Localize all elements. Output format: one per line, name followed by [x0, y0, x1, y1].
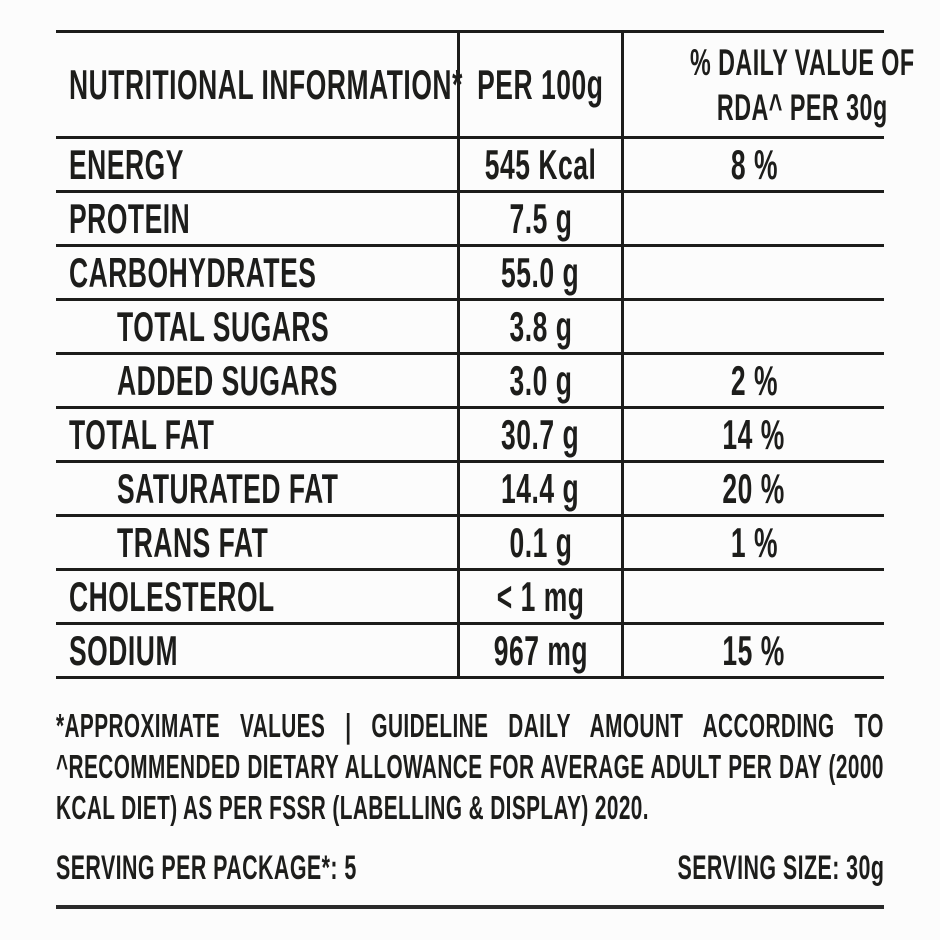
per-100g-cell: 545 Kcal [457, 139, 624, 190]
serving-size: SERVING SIZE: 30g [677, 848, 884, 887]
table-row-cholesterol: CHOLESTEROL < 1 mg [56, 571, 884, 625]
rda-value: 1 % [730, 518, 778, 566]
per-100g-cell: 3.8 g [457, 301, 624, 352]
footnote-line-3: KCAL DIET) AS PER FSSR (LABELLING & DISP… [56, 789, 649, 826]
table-header-row: NUTRITIONAL INFORMATION* PER 100g % DAIL… [56, 33, 914, 139]
per-100g-value: 30.7 g [501, 410, 580, 458]
nutrient-label-cell: ENERGY [56, 139, 457, 190]
nutrient-label-cell: TOTAL SUGARS [56, 301, 457, 352]
nutrient-label: TRANS FAT [117, 518, 269, 566]
per-100g-cell: 14.4 g [457, 463, 624, 514]
nutrient-label: ENERGY [69, 140, 184, 188]
rda-value: 8 % [730, 140, 778, 188]
rda-cell: 8 % [624, 139, 884, 190]
header-rda-line2: RDA^ PER 30g [716, 86, 888, 128]
nutrient-label-cell: SATURATED FAT [56, 463, 457, 514]
per-100g-cell: < 1 mg [457, 571, 624, 622]
nutrient-label: ADDED SUGARS [117, 356, 338, 404]
per-100g-value: 967 mg [493, 626, 588, 674]
rda-cell: 15 % [624, 625, 884, 676]
nutrient-label: SATURATED FAT [117, 464, 339, 512]
nutrient-label: CHOLESTEROL [69, 572, 275, 620]
footnote-line-1: *APPROXIMATE VALUES | GUIDELINE DAILY AM… [56, 707, 884, 744]
header-rda-line1: % DAILY VALUE OF [689, 41, 915, 83]
header-rda-label: % DAILY VALUE OF RDA^ PER 30g [690, 40, 915, 130]
rda-cell: 20 % [624, 463, 884, 514]
rda-cell [624, 301, 884, 352]
bottom-divider [56, 905, 884, 909]
per-100g-cell: 967 mg [457, 625, 624, 676]
rda-value: 20 % [722, 464, 786, 512]
table-row-protein: PROTEIN 7.5 g [56, 193, 884, 247]
rda-cell: 14 % [624, 409, 884, 460]
rda-cell [624, 247, 884, 298]
rda-value: 14 % [722, 410, 786, 458]
table-row-trans-fat: TRANS FAT 0.1 g 1 % [56, 517, 884, 571]
nutrient-label: PROTEIN [69, 194, 191, 242]
nutrient-label-cell: CARBOHYDRATES [56, 247, 457, 298]
footnote-line-2: ^RECOMMENDED DIETARY ALLOWANCE FOR AVERA… [56, 748, 884, 785]
serving-per-package: SERVING PER PACKAGE*: 5 [56, 848, 357, 887]
footnote: *APPROXIMATE VALUES | GUIDELINE DAILY AM… [56, 705, 884, 828]
per-100g-cell: 3.0 g [457, 355, 624, 406]
nutrient-label: TOTAL FAT [69, 410, 215, 458]
rda-value: 15 % [722, 626, 786, 674]
per-100g-value: 55.0 g [501, 248, 580, 296]
header-per-100g-label: PER 100g [477, 60, 604, 108]
table-row-sodium: SODIUM 967 mg 15 % [56, 625, 884, 679]
rda-cell: 1 % [624, 517, 884, 568]
per-100g-value: 545 Kcal [484, 140, 597, 188]
per-100g-cell: 0.1 g [457, 517, 624, 568]
per-100g-cell: 55.0 g [457, 247, 624, 298]
header-per-100g-cell: PER 100g [457, 33, 624, 136]
nutrient-label: CARBOHYDRATES [69, 248, 317, 296]
nutrient-label-cell: CHOLESTEROL [56, 571, 457, 622]
nutrient-label: TOTAL SUGARS [117, 302, 330, 350]
rda-cell: 2 % [624, 355, 884, 406]
nutrient-label: SODIUM [69, 626, 179, 674]
nutrient-label-cell: ADDED SUGARS [56, 355, 457, 406]
serving-info: SERVING PER PACKAGE*: 5 SERVING SIZE: 30… [56, 848, 884, 888]
nutrition-label: NUTRITIONAL INFORMATION* PER 100g % DAIL… [56, 30, 914, 909]
per-100g-value: 3.0 g [509, 356, 572, 404]
per-100g-value: 3.8 g [509, 302, 572, 350]
rda-cell [624, 193, 884, 244]
nutrient-label-cell: TRANS FAT [56, 517, 457, 568]
per-100g-cell: 7.5 g [457, 193, 624, 244]
header-nutrition-info-cell: NUTRITIONAL INFORMATION* [56, 33, 462, 136]
per-100g-value: 14.4 g [501, 464, 580, 512]
per-100g-value: < 1 mg [496, 572, 585, 620]
per-100g-value: 7.5 g [509, 194, 572, 242]
per-100g-value: 0.1 g [509, 518, 572, 566]
table-row-carbohydrates: CARBOHYDRATES 55.0 g [56, 247, 884, 301]
rda-cell [624, 571, 884, 622]
table-row-total-fat: TOTAL FAT 30.7 g 14 % [56, 409, 884, 463]
nutrient-label-cell: TOTAL FAT [56, 409, 457, 460]
nutrition-table: NUTRITIONAL INFORMATION* PER 100g % DAIL… [56, 30, 914, 679]
nutrient-label-cell: PROTEIN [56, 193, 457, 244]
table-row-saturated-fat: SATURATED FAT 14.4 g 20 % [56, 463, 884, 517]
table-row-total-sugars: TOTAL SUGARS 3.8 g [56, 301, 884, 355]
per-100g-cell: 30.7 g [457, 409, 624, 460]
rda-value: 2 % [730, 356, 778, 404]
header-nutrition-info-label: NUTRITIONAL INFORMATION* [69, 60, 463, 108]
nutrient-label-cell: SODIUM [56, 625, 457, 676]
header-rda-cell: % DAILY VALUE OF RDA^ PER 30g [624, 33, 940, 136]
table-row-added-sugars: ADDED SUGARS 3.0 g 2 % [56, 355, 884, 409]
table-row-energy: ENERGY 545 Kcal 8 % [56, 139, 884, 193]
